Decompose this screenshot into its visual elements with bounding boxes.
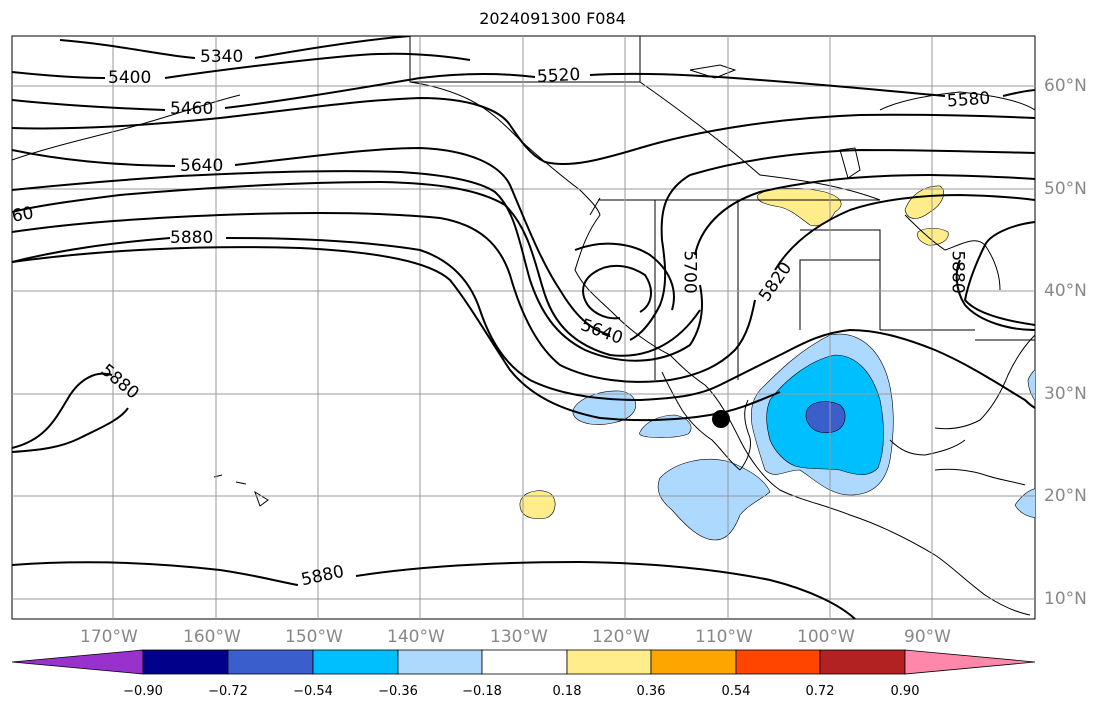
lon-tick-label: 120°W	[592, 627, 650, 647]
lat-tick-label: 60°N	[1044, 76, 1087, 96]
contour-label: 5580	[946, 88, 991, 112]
colorbar-tick-label: −0.36	[378, 684, 418, 699]
colorbar-bin-5	[481, 649, 568, 675]
contour-label: 5640	[180, 156, 224, 176]
colorbar-tick-label: 0.18	[552, 684, 582, 699]
lon-tick-label: 150°W	[285, 627, 343, 647]
contour-label: 5400	[108, 68, 152, 88]
contour-5700	[12, 170, 1035, 362]
contour-5880-a	[12, 237, 1035, 409]
colorbar-tick-label: −0.54	[293, 684, 333, 699]
contour-5580	[12, 96, 1035, 165]
blue-core-anomaly	[805, 401, 846, 434]
lon-tick-label: 170°W	[80, 627, 138, 647]
graticule	[12, 36, 1035, 619]
contour-label: 5880	[170, 228, 214, 248]
contour-5880-b	[12, 246, 781, 422]
colorbar-tick-label: −0.72	[208, 684, 248, 699]
colorbar-bin-9	[819, 649, 906, 675]
lat-tick-label: 30°N	[1044, 384, 1087, 404]
contour-5700-ring	[574, 242, 675, 311]
contour-label: 5340	[200, 47, 244, 67]
lat-tick-label: 50°N	[1044, 179, 1087, 199]
contour-56xx	[12, 180, 701, 357]
light-blue-anomaly-gulf	[657, 459, 771, 541]
lat-tick-label: 20°N	[1044, 486, 1087, 506]
colorbar-bin-2	[227, 649, 314, 675]
colorbar-tick-label: 0.36	[636, 684, 666, 699]
colorbar-bin-6	[566, 649, 652, 675]
contour-label: 5460	[170, 99, 214, 119]
colorbar-tick-label: 0.72	[805, 684, 835, 699]
contour-label: 5880	[947, 250, 968, 294]
contour-5820	[12, 193, 1035, 383]
contour-label: 5520	[536, 64, 581, 88]
contour-5880-lakes	[963, 221, 1035, 326]
lon-tick-label: 160°W	[183, 627, 241, 647]
colorbar	[11, 649, 1036, 675]
colorbar-bin-3	[312, 649, 399, 675]
colorbar-extend-low	[11, 649, 144, 675]
yellow-anomaly-lakes-south	[917, 227, 949, 246]
colorbar-tick-label: −0.18	[462, 684, 502, 699]
lon-tick-label: 100°W	[797, 627, 855, 647]
colorbar-tick-label: 0.90	[890, 684, 920, 699]
colorbar-tick-label: −0.90	[123, 684, 163, 699]
storm-center-marker	[712, 410, 730, 428]
height-contours	[12, 36, 1035, 619]
contour-label: 60	[10, 203, 36, 227]
contour-5400	[12, 52, 471, 79]
colorbar-tick-label: 0.54	[721, 684, 751, 699]
lon-tick-label: 130°W	[490, 627, 548, 647]
lon-tick-label: 110°W	[695, 627, 753, 647]
contour-5340	[59, 36, 411, 59]
coastlines	[12, 36, 1035, 616]
map-title: 2024091300 F084	[479, 9, 626, 28]
colorbar-bin-7	[650, 649, 737, 675]
contour-5880-south	[12, 560, 856, 619]
colorbar-bin-8	[735, 649, 821, 675]
lon-tick-label: 140°W	[387, 627, 445, 647]
lat-tick-label: 10°N	[1044, 589, 1087, 609]
lon-tick-label: 90°W	[904, 627, 951, 647]
colorbar-extend-high	[904, 649, 1036, 675]
light-blue-anomaly-east	[1027, 369, 1035, 402]
contour-5880-left-high	[12, 372, 129, 453]
colorbar-bin-1	[142, 649, 229, 675]
lat-tick-label: 40°N	[1044, 281, 1087, 301]
contour-low-center	[582, 264, 652, 320]
yellow-anomaly-great-lakes	[904, 185, 944, 219]
contour-label: 5700	[679, 250, 700, 294]
contour-5640	[12, 146, 1035, 341]
yellow-anomaly-pacific	[519, 490, 556, 520]
colorbar-bin-4	[397, 649, 483, 675]
contour-5460	[12, 72, 1035, 111]
contour-5880-east	[955, 259, 1035, 331]
